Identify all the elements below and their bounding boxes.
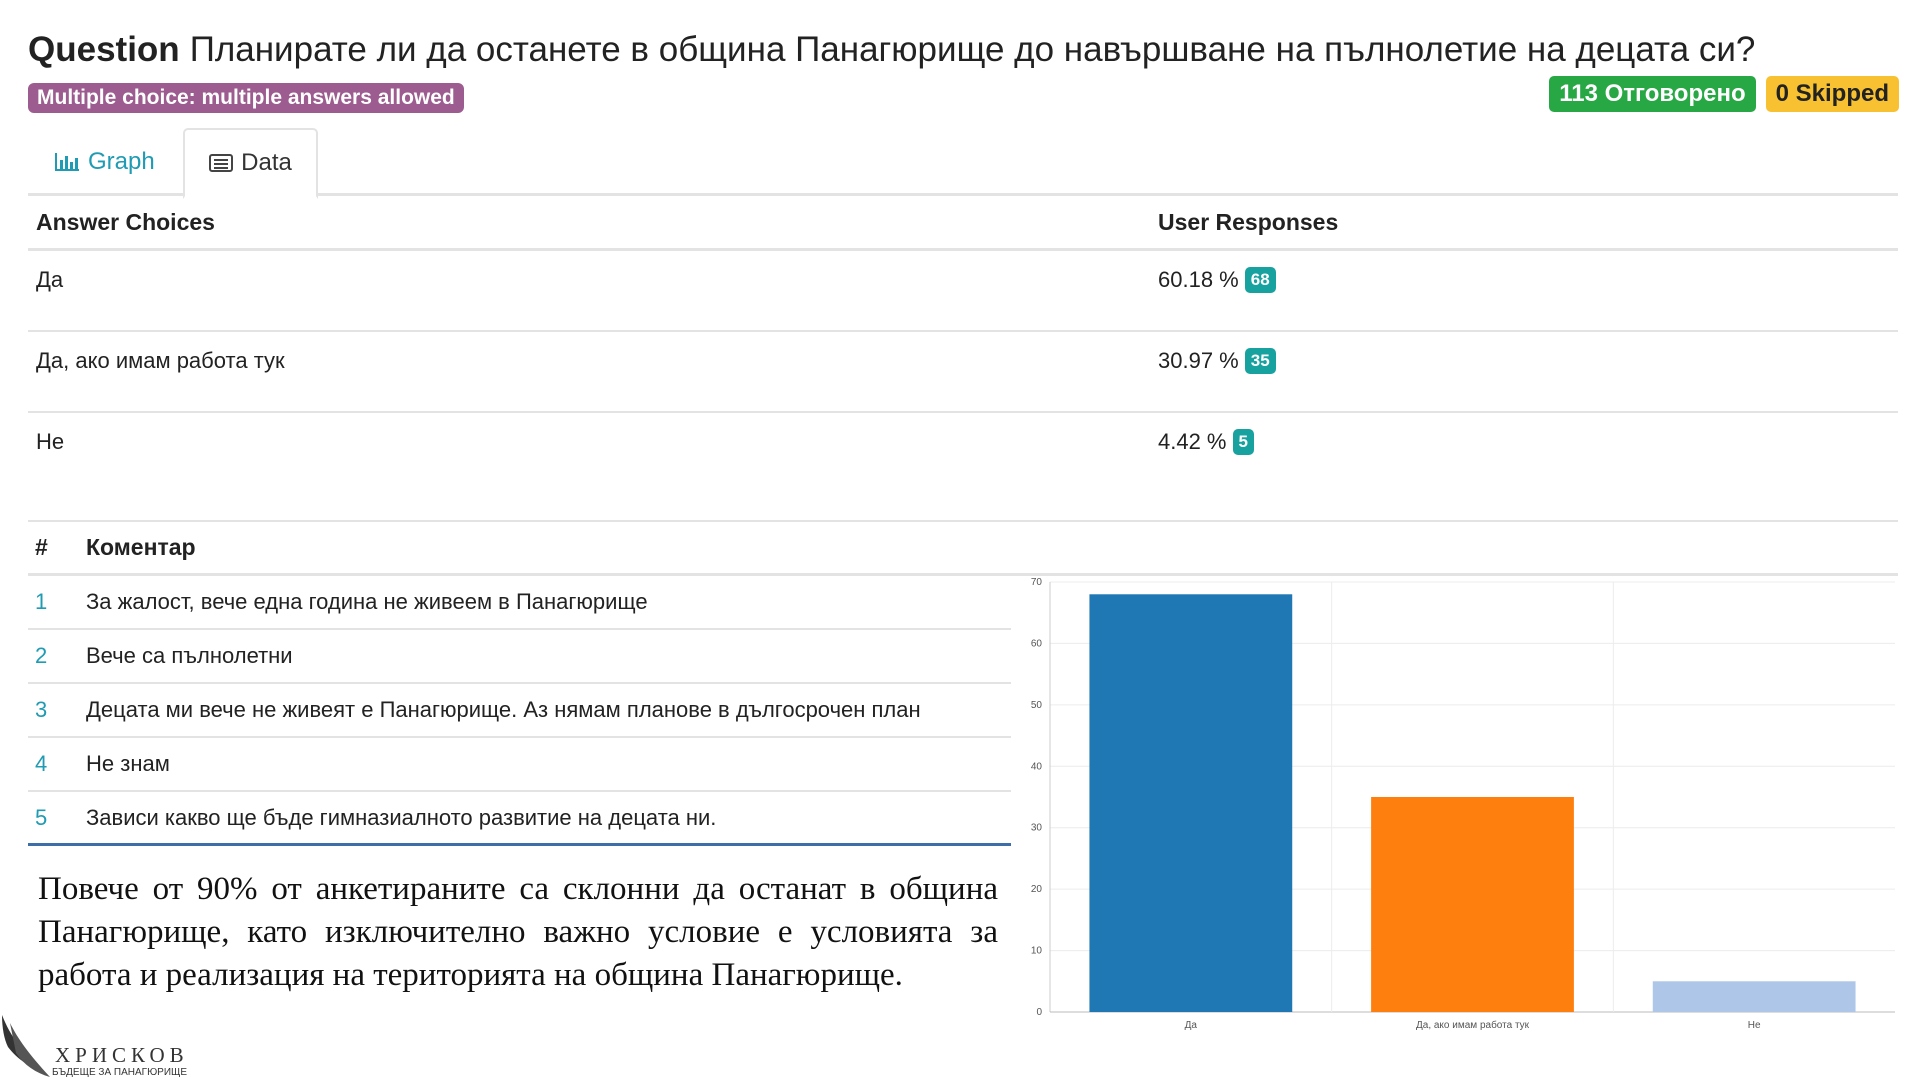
y-tick-label: 70 xyxy=(1031,577,1043,588)
y-tick-label: 20 xyxy=(1031,884,1043,895)
answer-percent: 30.97 % xyxy=(1158,348,1239,373)
answer-count-badge: 5 xyxy=(1232,429,1254,455)
tab-data-label: Data xyxy=(241,149,292,176)
tab-data[interactable]: Data xyxy=(183,128,318,199)
list-item: 5 Зависи какво ще бъде гимназиалното разв… xyxy=(28,792,1011,846)
answers-table: Answer Choices User Responses Да 60.18 %… xyxy=(28,196,1898,513)
comment-number: 2 xyxy=(35,643,48,668)
list-item: 4 Не знам xyxy=(28,738,1011,792)
comment-text: Децата ми вече не живеят е Панагюрище. А… xyxy=(86,697,921,722)
answer-choice: Да xyxy=(36,267,64,292)
header-comment: Коментар xyxy=(86,534,196,560)
y-tick-label: 10 xyxy=(1031,946,1043,957)
answered-badge: 113 Отговорено xyxy=(1549,76,1756,112)
bar xyxy=(1371,797,1574,1012)
answer-count-badge: 35 xyxy=(1244,348,1276,374)
header-number: # xyxy=(35,534,48,560)
response-stats: 113 Отговорено 0 Skipped xyxy=(1549,76,1899,112)
bar-chart-icon xyxy=(55,153,79,171)
y-tick-label: 40 xyxy=(1031,761,1043,772)
question-type-badge: Multiple choice: multiple answers allowe… xyxy=(28,83,464,113)
comment-number: 5 xyxy=(35,804,48,830)
header-user-responses: User Responses xyxy=(1158,208,1339,235)
answer-choice: Не xyxy=(36,429,65,454)
view-tabs: Graph Data xyxy=(28,128,1898,199)
comment-text: Зависи какво ще бъде гимназиалното разви… xyxy=(86,804,717,830)
bar xyxy=(1652,981,1856,1012)
summary-text: Повече от 90% от анкетираните са склонни… xyxy=(38,871,998,993)
bird-wing-icon xyxy=(2,1015,50,1077)
answer-choice: Да, ако имам работа тук xyxy=(36,348,285,373)
answer-percent: 4.42 % xyxy=(1158,429,1227,454)
comment-text: За жалост, вече една година не живеем в … xyxy=(86,589,648,614)
list-item: 2 Вече са пълнолетни xyxy=(28,630,1011,684)
y-tick-label: 50 xyxy=(1031,700,1043,711)
responses-bar-chart: 0 10 20 30 40 50 60 70 Да Да, ако имам работа тук… xyxy=(1031,577,1895,1031)
x-tick-label: Да, ако имам работа тук xyxy=(1416,1019,1530,1031)
tab-graph-label: Graph xyxy=(88,148,155,175)
comments-table-header: # Коментар xyxy=(28,520,1898,576)
question-label: Question xyxy=(28,30,180,69)
table-row: Да, ако имам работа тук 30.97 % 35 xyxy=(28,332,1898,413)
table-row: Да 60.18 % 68 xyxy=(28,251,1898,332)
table-row: Не 4.42 % 5 xyxy=(28,413,1898,513)
question-text: Планирате ли да останете в община Панагю… xyxy=(189,30,1756,69)
y-tick-label: 0 xyxy=(1036,1007,1042,1018)
list-icon xyxy=(209,154,234,172)
logo-name: ХРИСКОВ xyxy=(55,1043,189,1067)
answer-percent: 60.18 % xyxy=(1158,267,1239,292)
header-answer-choices: Answer Choices xyxy=(36,208,215,235)
question-title: Question Планирате ли да останете в общин… xyxy=(28,30,1898,70)
list-item: 1 За жалост, вече една година не живеем в… xyxy=(28,576,1011,630)
logo: ХРИСКОВ БЪДЕЩЕ ЗА ПАНАГЮРИЩЕ xyxy=(0,1005,210,1080)
question-header: Question Планирате ли да останете в общин… xyxy=(28,30,1898,70)
tab-graph[interactable]: Graph xyxy=(54,128,155,196)
x-tick-label: Да xyxy=(1185,1020,1198,1031)
y-tick-label: 60 xyxy=(1031,638,1043,649)
y-tick-label: 30 xyxy=(1031,823,1043,834)
answer-count-badge: 68 xyxy=(1244,267,1276,293)
logo-tagline: БЪДЕЩЕ ЗА ПАНАГЮРИЩЕ xyxy=(52,1067,188,1078)
comments-list: 1 За жалост, вече една година не живеем в… xyxy=(28,576,1011,846)
bar xyxy=(1089,594,1293,1012)
comment-text: Не знам xyxy=(86,751,170,776)
comment-number: 4 xyxy=(35,751,48,776)
comment-text: Вече са пълнолетни xyxy=(86,643,293,668)
list-item: 3 Децата ми вече не живеят е Панагюрище. … xyxy=(28,684,1011,738)
comments-table: # Коментар 1 За жалост, вече една година … xyxy=(28,520,1898,846)
comment-number: 1 xyxy=(35,589,48,614)
skipped-badge: 0 Skipped xyxy=(1765,76,1899,112)
comment-number: 3 xyxy=(35,697,48,722)
answers-table-header: Answer Choices User Responses xyxy=(28,196,1898,251)
x-tick-label: Не xyxy=(1748,1020,1761,1031)
